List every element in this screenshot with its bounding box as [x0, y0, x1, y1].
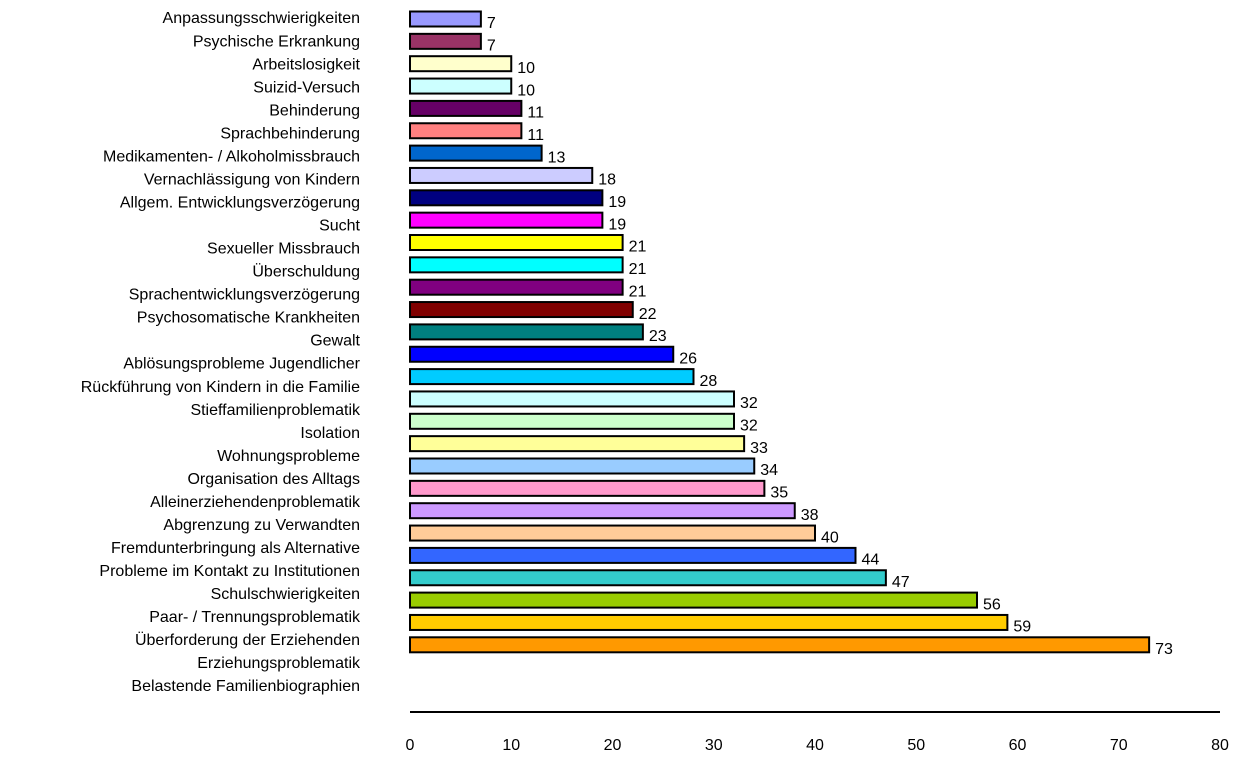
y-tick-label: Alleinerziehendenproblematik	[150, 494, 361, 511]
y-tick-label: Medikamenten- / Alkoholmissbrauch	[103, 148, 360, 165]
value-label: 19	[608, 194, 626, 211]
bar	[409, 457, 756, 475]
bar	[409, 301, 634, 319]
x-tick-label: 10	[502, 737, 520, 754]
value-label: 22	[639, 306, 657, 323]
bar	[409, 613, 1009, 631]
bar	[409, 189, 604, 207]
bar	[409, 122, 523, 140]
value-label: 19	[608, 216, 626, 233]
bar	[409, 390, 735, 408]
bar	[409, 211, 604, 229]
value-label: 10	[517, 60, 535, 77]
value-label: 40	[821, 529, 839, 546]
value-label: 32	[740, 395, 758, 412]
bar	[409, 10, 482, 28]
value-label: 32	[740, 418, 758, 435]
y-tick-label: Sprachbehinderung	[220, 125, 360, 142]
y-tick-label: Allgem. Entwicklungsverzögerung	[120, 194, 360, 211]
value-label: 21	[629, 283, 647, 300]
y-tick-label: Isolation	[300, 425, 360, 442]
y-tick-label: Paar- / Trennungsproblematik	[149, 609, 361, 626]
y-tick-label: Abgrenzung zu Verwandten	[163, 517, 360, 534]
value-label: 11	[527, 105, 544, 122]
y-tick-label: Sexueller Missbrauch	[207, 241, 360, 258]
y-tick-label: Erziehungsproblematik	[197, 655, 361, 672]
x-tick-label: 50	[907, 737, 925, 754]
value-label: 23	[649, 328, 667, 345]
bar	[409, 412, 735, 430]
y-tick-label: Stieffamilienproblematik	[190, 402, 361, 419]
x-tick-label: 40	[806, 737, 824, 754]
y-tick-label: Psychosomatische Krankheiten	[137, 310, 360, 327]
y-tick-label: Suizid-Versuch	[253, 79, 360, 96]
y-tick-label: Ablösungsprobleme Jugendlicher	[123, 356, 360, 373]
bar	[409, 77, 513, 95]
x-tick-label: 80	[1211, 737, 1229, 754]
value-label: 34	[760, 462, 778, 479]
y-tick-label: Überforderung der Erziehenden	[135, 631, 360, 649]
bar	[409, 55, 513, 73]
bar	[409, 166, 594, 184]
y-tick-label: Probleme im Kontakt zu Institutionen	[99, 563, 360, 580]
bar	[409, 256, 624, 274]
value-label: 59	[1013, 619, 1031, 636]
bar	[409, 479, 766, 497]
x-tick-label: 0	[406, 737, 415, 754]
bar	[409, 569, 887, 587]
y-tick-label: Sucht	[319, 218, 360, 235]
bar	[409, 345, 675, 363]
bar	[409, 368, 695, 386]
x-tick-label: 30	[705, 737, 723, 754]
value-label: 21	[629, 261, 647, 278]
bar	[409, 144, 543, 162]
y-tick-label: Gewalt	[310, 333, 360, 350]
y-tick-label: Schulschwierigkeiten	[211, 586, 360, 603]
value-label: 73	[1155, 641, 1173, 658]
value-label: 28	[700, 373, 718, 390]
y-tick-label: Belastende Familienbiographien	[131, 678, 360, 695]
bar	[409, 546, 857, 564]
y-tick-label: Überschuldung	[252, 263, 360, 281]
x-tick-label: 20	[604, 737, 622, 754]
bar	[409, 99, 523, 117]
x-tick-label: 70	[1110, 737, 1128, 754]
x-tick-label: 60	[1009, 737, 1027, 754]
y-tick-label: Arbeitslosigkeit	[252, 56, 360, 73]
y-tick-label: Organisation des Alltags	[187, 471, 360, 488]
bar	[409, 234, 624, 251]
bar	[409, 636, 1151, 654]
value-label: 33	[750, 440, 768, 457]
value-label: 26	[679, 350, 697, 367]
bar	[409, 278, 624, 296]
value-label: 7	[487, 38, 496, 55]
value-label: 38	[801, 507, 819, 524]
bar	[409, 435, 746, 453]
y-tick-label: Psychische Erkrankung	[193, 33, 360, 50]
y-tick-label: Wohnungsprobleme	[217, 448, 360, 465]
value-label: 44	[862, 552, 880, 569]
y-tick-label: Rückführung von Kindern in die Familie	[81, 379, 360, 396]
value-label: 11	[527, 127, 544, 144]
value-label: 18	[598, 172, 616, 189]
bar	[409, 502, 796, 520]
value-label: 35	[770, 485, 788, 502]
bar	[409, 524, 816, 542]
y-tick-label: Behinderung	[269, 102, 360, 119]
bar	[409, 591, 978, 609]
y-tick-label: Sprachentwicklungsverzögerung	[129, 287, 360, 304]
value-label: 7	[487, 15, 496, 32]
bar	[409, 323, 644, 341]
value-label: 47	[892, 574, 910, 591]
value-label: 10	[517, 82, 535, 99]
y-tick-label: Vernachlässigung von Kindern	[144, 171, 360, 188]
bar	[409, 32, 482, 50]
value-label: 21	[629, 239, 647, 256]
y-tick-label: Fremdunterbringung als Alternative	[111, 540, 360, 557]
value-label: 56	[983, 596, 1001, 613]
value-label: 13	[548, 149, 566, 166]
y-tick-label: Anpassungsschwierigkeiten	[163, 10, 360, 27]
